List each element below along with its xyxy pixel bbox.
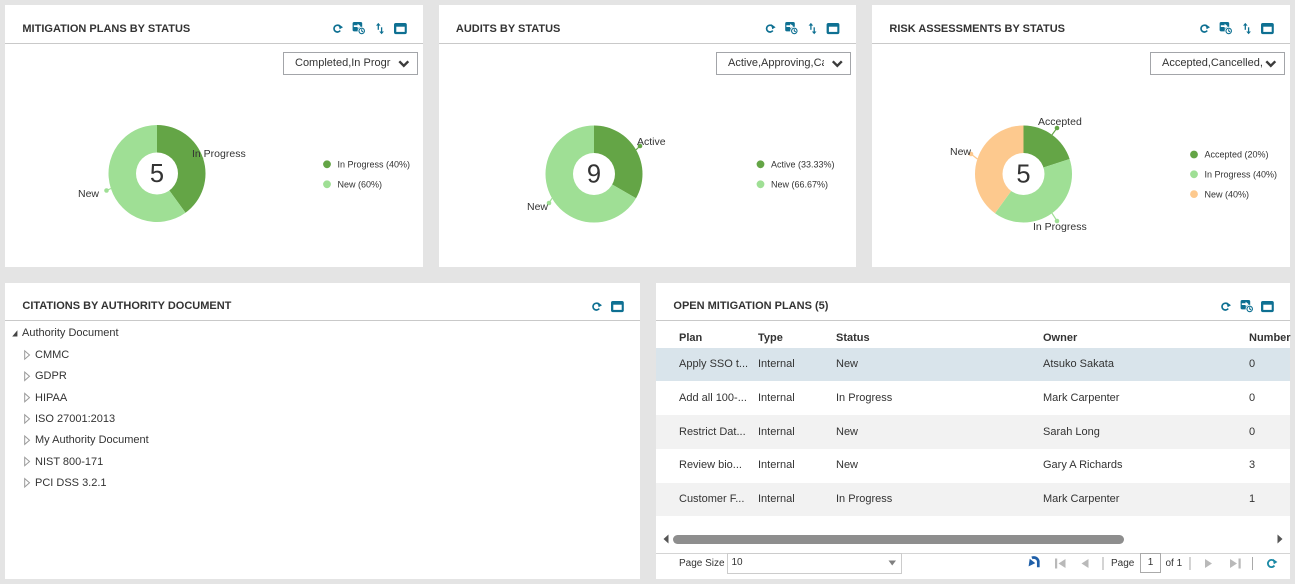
svg-text:New: New xyxy=(950,146,971,158)
svg-text:New (60%): New (60%) xyxy=(338,180,383,190)
svg-text:Accepted: Accepted xyxy=(1038,116,1082,128)
svg-text:New: New xyxy=(78,188,99,200)
svg-text:Accepted (20%): Accepted (20%) xyxy=(1205,150,1269,160)
svg-text:New (40%): New (40%) xyxy=(1205,189,1250,199)
svg-text:New (66.67%): New (66.67%) xyxy=(771,180,828,190)
svg-text:In Progress (40%): In Progress (40%) xyxy=(1205,170,1278,180)
svg-text:In Progress: In Progress xyxy=(1033,221,1087,233)
svg-text:5: 5 xyxy=(1016,160,1030,188)
svg-text:In Progress (40%): In Progress (40%) xyxy=(338,160,411,170)
svg-text:Active (33.33%): Active (33.33%) xyxy=(771,160,835,170)
svg-text:9: 9 xyxy=(587,160,601,188)
svg-text:New: New xyxy=(527,201,548,213)
svg-text:Active: Active xyxy=(637,136,666,148)
svg-text:In Progress: In Progress xyxy=(192,148,246,160)
svg-text:5: 5 xyxy=(150,160,164,188)
